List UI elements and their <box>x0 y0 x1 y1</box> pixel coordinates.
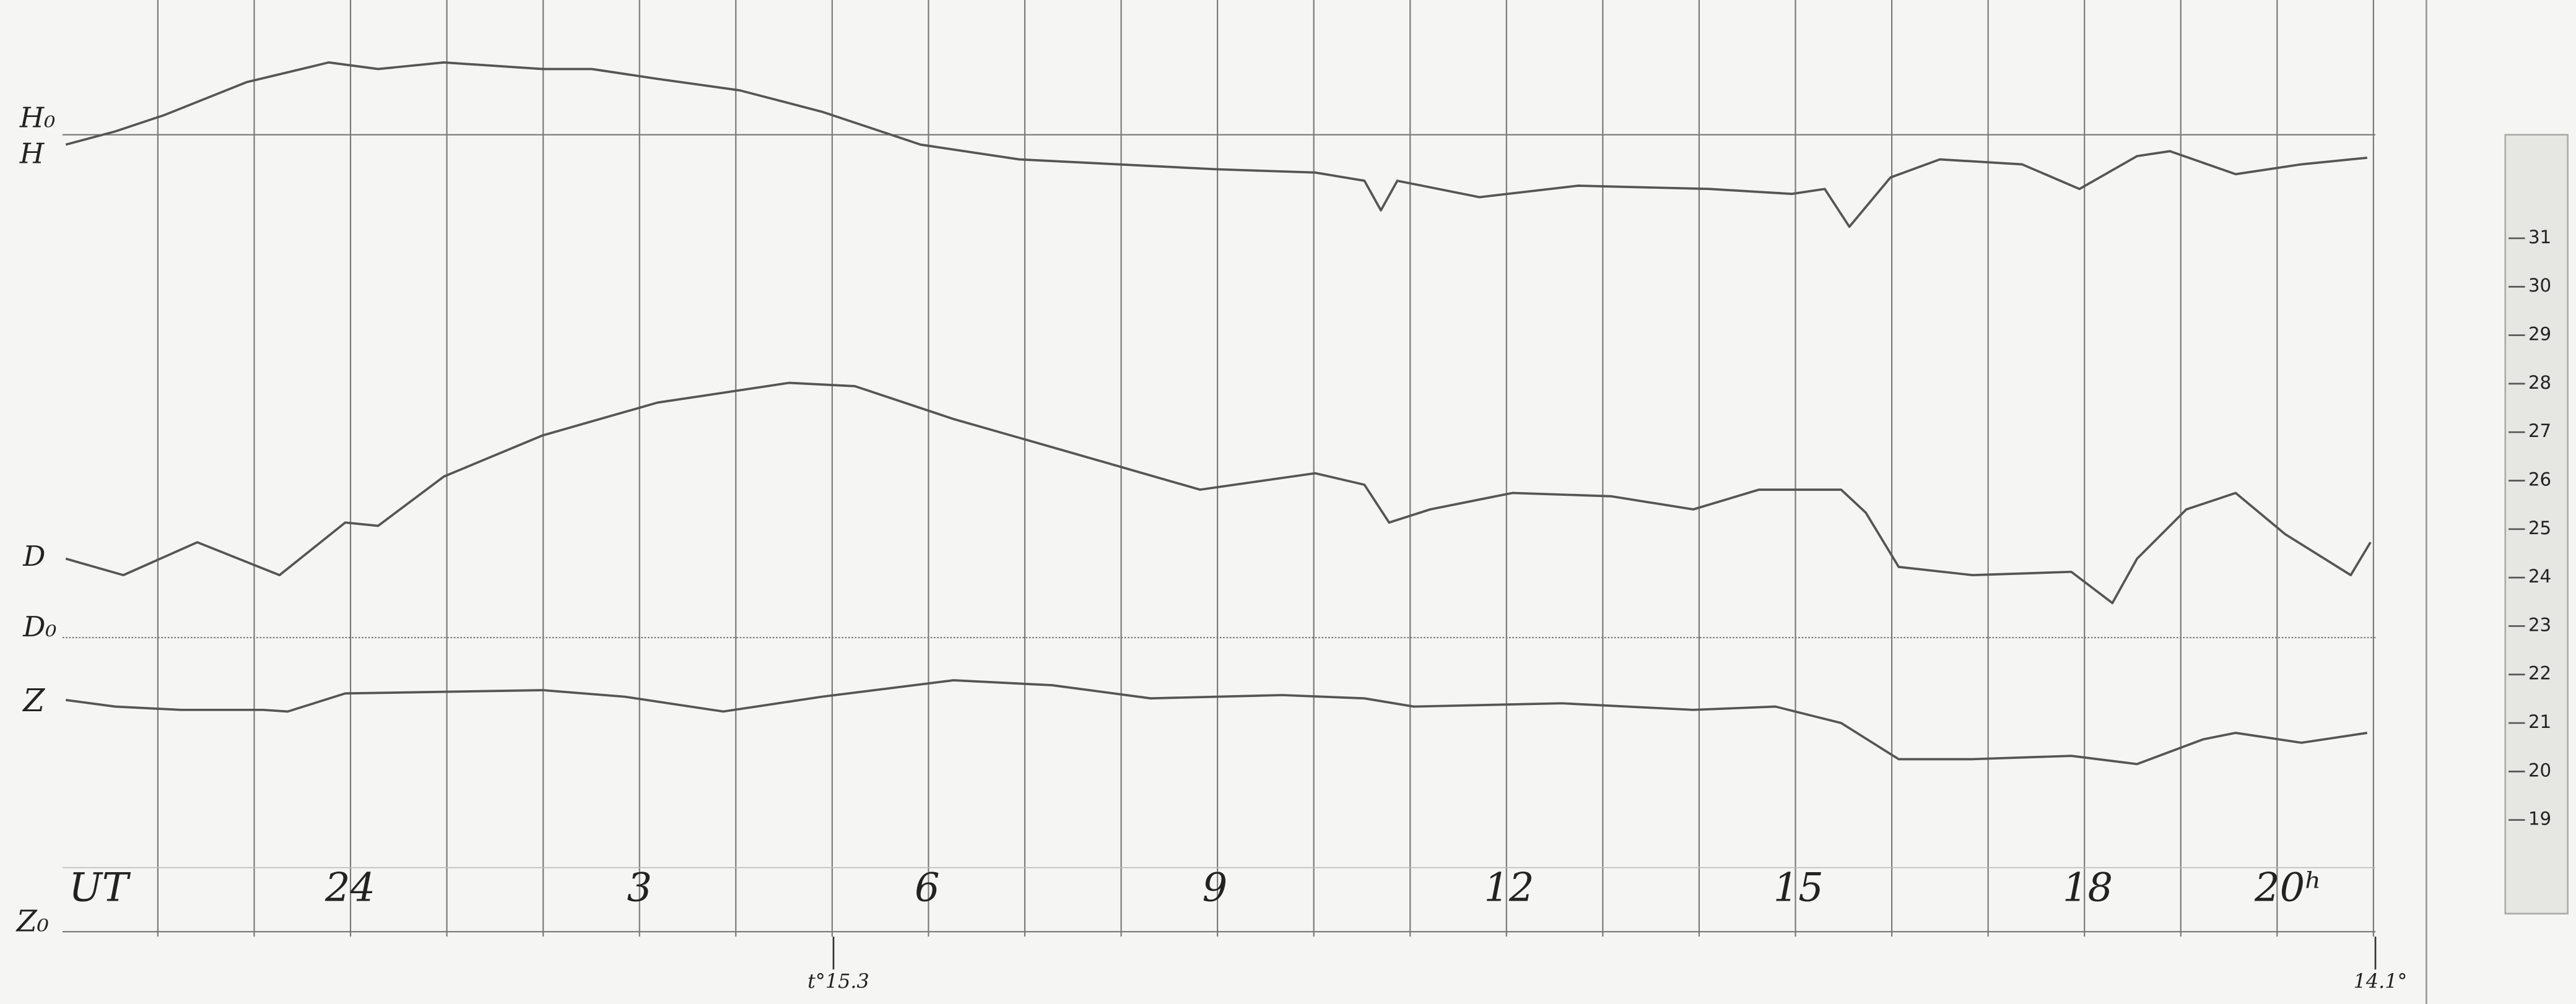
left-label: H <box>19 137 45 170</box>
scale-label: 25 <box>2528 517 2551 539</box>
scale-label: 23 <box>2528 614 2551 635</box>
time-label: 9 <box>1203 865 1228 911</box>
left-label: Z <box>22 682 45 719</box>
z-trace <box>66 679 2368 766</box>
temperature-mark: t°15.3 <box>807 969 869 993</box>
time-label: 15 <box>1773 865 1824 911</box>
time-label: 18 <box>2063 865 2113 911</box>
left-label: H₀ <box>19 101 55 134</box>
thermometer-scale: 31 30 29 28 27 26 25 24 23 22 21 20 19 <box>2509 227 2551 829</box>
time-labels: UT 24 3 6 9 12 15 18 20ʰ <box>69 865 2321 911</box>
scale-label: 30 <box>2528 275 2551 296</box>
time-label: UT <box>69 865 131 911</box>
scale-label: 20 <box>2528 759 2551 781</box>
scale-label: 24 <box>2528 566 2551 587</box>
thermometer-strip <box>2504 134 2569 915</box>
h-trace <box>65 61 2367 228</box>
d-trace <box>65 381 2372 605</box>
bottom-label: Z₀ <box>15 904 49 938</box>
temperature-mark: 14.1° <box>2354 969 2408 993</box>
scale-label: 22 <box>2528 663 2551 684</box>
time-label: 3 <box>627 865 652 911</box>
scale-label: 28 <box>2528 372 2551 393</box>
scale-label: 26 <box>2528 469 2551 490</box>
left-label: D <box>22 540 45 573</box>
scale-label: 31 <box>2528 227 2551 248</box>
left-label: D₀ <box>22 610 56 643</box>
time-label: 20ʰ <box>2254 865 2322 911</box>
scale-label: 21 <box>2528 711 2551 732</box>
time-grid <box>157 0 2374 937</box>
scale-label: 27 <box>2528 420 2551 441</box>
scale-label: 29 <box>2528 324 2551 345</box>
scale-label: 19 <box>2528 808 2551 829</box>
time-label: 6 <box>915 865 940 911</box>
time-label: 24 <box>324 865 375 911</box>
time-label: 12 <box>1484 865 1534 911</box>
